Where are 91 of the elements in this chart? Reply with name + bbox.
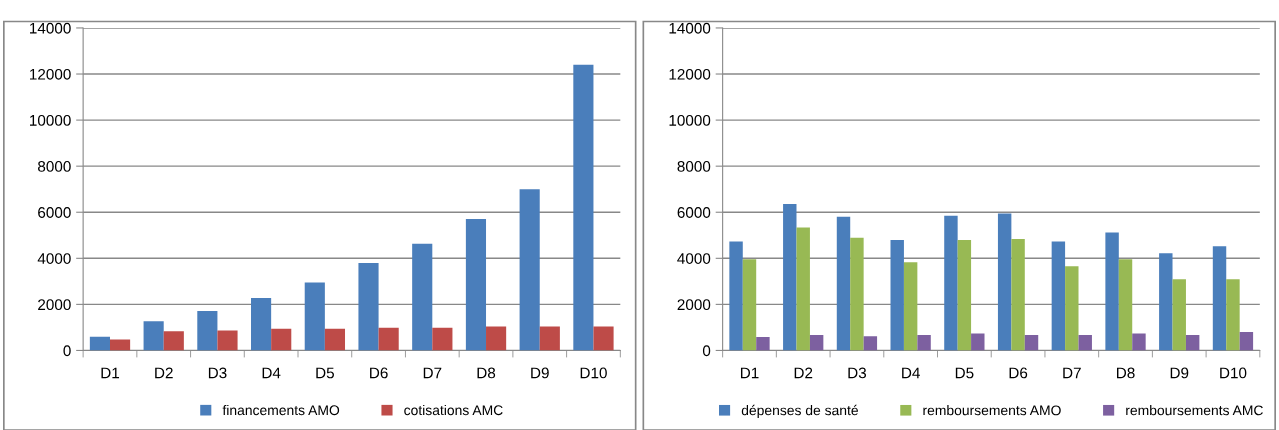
- x-tick-label: D2: [794, 367, 813, 379]
- bar: [217, 330, 238, 351]
- bar: [1118, 259, 1133, 351]
- bar: [729, 241, 743, 351]
- legend-label: cotisations AMC: [404, 404, 503, 416]
- bar: [796, 227, 810, 351]
- bar: [1011, 238, 1025, 351]
- y-tick-label: 6000: [38, 207, 71, 218]
- bar: [957, 240, 972, 351]
- y-tick-label: 8000: [38, 161, 71, 172]
- x-tick-label: D5: [316, 367, 334, 379]
- bar: [742, 259, 757, 351]
- bar: [109, 339, 131, 351]
- bar: [486, 326, 507, 351]
- x-tick-label: D2: [155, 367, 173, 379]
- bar: [944, 215, 958, 351]
- y-tick-label: 8000: [677, 161, 711, 172]
- bar: [412, 243, 433, 351]
- bar: [863, 336, 878, 351]
- x-tick-label: D10: [580, 367, 607, 379]
- bar: [89, 336, 110, 351]
- bar: [917, 335, 931, 351]
- x-tick-label: D3: [208, 367, 227, 379]
- y-tick-label: 2000: [38, 299, 71, 311]
- y-tick-label: 0: [63, 345, 71, 357]
- bar: [519, 189, 540, 351]
- y-tick-label: 12000: [669, 68, 711, 80]
- bar: [143, 321, 164, 351]
- bar: [304, 282, 325, 351]
- bar: [1159, 253, 1173, 351]
- bar: [358, 262, 379, 351]
- x-tick-label: D9: [531, 367, 549, 379]
- bar: [251, 297, 272, 351]
- bar: [903, 262, 918, 351]
- bar: [432, 327, 453, 351]
- y-tick-label: 0: [702, 345, 711, 357]
- bar: [1172, 279, 1186, 351]
- y-tick-label: 14000: [669, 22, 711, 34]
- bar: [1132, 333, 1146, 351]
- bar: [890, 240, 904, 351]
- bar: [836, 216, 851, 351]
- x-tick-label: D6: [370, 367, 388, 379]
- y-tick-label: 4000: [677, 253, 711, 264]
- bar: [1226, 279, 1240, 351]
- bar: [997, 213, 1012, 351]
- y-tick-label: 14000: [30, 22, 71, 34]
- x-tick-label: D3: [848, 367, 867, 379]
- bar: [1212, 246, 1227, 351]
- bar: [1051, 241, 1066, 351]
- legend-label: remboursements AMO: [923, 405, 1061, 416]
- legend-label: dépenses de santé: [741, 404, 858, 418]
- bar: [324, 328, 346, 351]
- bar: [1078, 335, 1092, 351]
- bar: [756, 337, 770, 351]
- x-tick-label: D8: [477, 367, 496, 379]
- bar: [593, 326, 614, 351]
- bar: [783, 203, 797, 351]
- bar: [809, 335, 824, 351]
- bar: [971, 333, 985, 351]
- bar: [1239, 332, 1254, 351]
- y-tick-label: 2000: [677, 299, 711, 311]
- y-tick-label: 12000: [30, 68, 71, 80]
- x-tick-label: D1: [740, 367, 759, 379]
- y-tick-label: 4000: [37, 253, 71, 264]
- x-tick-label: D5: [955, 367, 974, 379]
- y-tick-label: 10000: [669, 114, 711, 126]
- bar: [163, 331, 184, 351]
- bar: [1065, 266, 1079, 351]
- x-tick-label: D8: [1117, 367, 1135, 379]
- bar: [465, 218, 487, 351]
- y-tick-label: 10000: [30, 114, 71, 126]
- bar: [573, 64, 594, 351]
- x-tick-label: D10: [1220, 367, 1247, 379]
- bar: [1105, 232, 1119, 351]
- x-tick-label: D1: [101, 367, 120, 379]
- bar: [378, 327, 399, 351]
- bar: [1024, 335, 1039, 351]
- x-tick-label: D7: [423, 367, 442, 379]
- y-tick-label: 6000: [677, 207, 711, 218]
- x-tick-label: D7: [1063, 367, 1081, 379]
- bar: [197, 311, 218, 351]
- bar: [1185, 335, 1200, 351]
- bar: [539, 326, 560, 351]
- bar: [850, 237, 864, 351]
- legend-label: remboursements AMC: [1126, 405, 1263, 416]
- x-tick-label: D4: [262, 367, 281, 379]
- bar: [271, 328, 292, 351]
- x-tick-label: D4: [902, 367, 920, 379]
- x-tick-label: D6: [1009, 367, 1028, 379]
- x-tick-label: D9: [1170, 367, 1189, 379]
- legend-label: financements AMO: [222, 404, 340, 416]
